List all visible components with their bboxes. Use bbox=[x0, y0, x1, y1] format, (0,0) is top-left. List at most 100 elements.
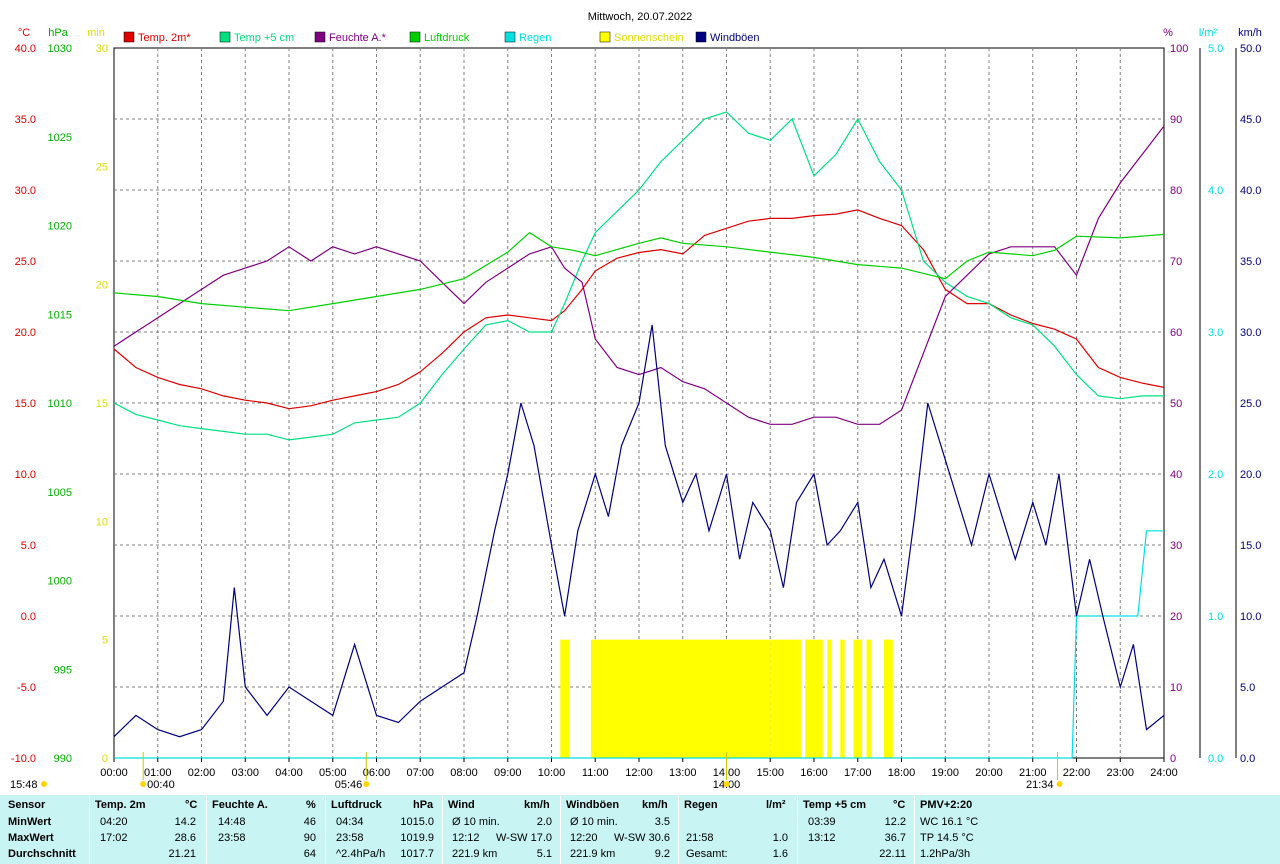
tick-label-rain: 2.0 bbox=[1208, 469, 1223, 481]
summary-cell-t5-val: 22.11 bbox=[879, 848, 906, 860]
legend-label: Windböen bbox=[710, 32, 760, 44]
marker-dot-sunrise bbox=[363, 781, 370, 787]
summary-cell-hum-time: 14:48 bbox=[218, 816, 246, 828]
hdr-wind: Wind bbox=[448, 799, 475, 811]
hdr-temp: Temp. 2m bbox=[95, 799, 146, 811]
tick-label-wind: 45.0 bbox=[1240, 114, 1261, 126]
summary-cell-gust-val: 3.5 bbox=[654, 816, 670, 828]
x-tick-label: 20:00 bbox=[975, 767, 1003, 779]
chart-legend: Temp. 2m* Temp +5 cm Feuchte A.* Luftdruck R… bbox=[123, 31, 760, 44]
tick-label-sun: 15 bbox=[96, 398, 108, 410]
hdr-pmv: PMV+2:20 bbox=[920, 799, 973, 811]
tick-label-pressure: 1015 bbox=[48, 309, 72, 321]
series-lines bbox=[113, 111, 1165, 759]
sunshine-block bbox=[884, 639, 893, 758]
summary-cell-wind-val: 2.0 bbox=[536, 816, 552, 828]
tick-label-humidity: 40 bbox=[1170, 469, 1182, 481]
x-tick-label: 18:00 bbox=[888, 767, 916, 779]
summary-cell-gust-b: W-SW bbox=[614, 832, 646, 844]
series-line bbox=[113, 111, 1164, 441]
tick-label-wind: 5.0 bbox=[1240, 682, 1255, 694]
summary-cell-wind-val: 17.0 bbox=[530, 832, 552, 844]
summary-cell-gust-val: 30.6 bbox=[648, 832, 670, 844]
tick-label-pressure: 1000 bbox=[48, 576, 72, 588]
hdr-gust-unit: km/h bbox=[642, 799, 668, 811]
legend-label: Luftdruck bbox=[424, 32, 470, 44]
summary-cell-press-val: 1019.9 bbox=[400, 832, 434, 844]
tick-label-rain: 4.0 bbox=[1208, 185, 1223, 197]
marker-sunset: 21:34 bbox=[1026, 779, 1054, 791]
x-tick-label: 03:00 bbox=[231, 767, 259, 779]
sunshine-block bbox=[866, 639, 871, 758]
legend-label: Feuchte A.* bbox=[329, 32, 387, 44]
tick-label-humidity: 20 bbox=[1170, 611, 1182, 623]
axis-unit-sun: min bbox=[87, 27, 105, 39]
x-tick-label: 22:00 bbox=[1063, 767, 1091, 779]
summary-cell-t5-val: 12.2 bbox=[884, 816, 906, 828]
summary-cell-temp-val: 14.2 bbox=[174, 816, 196, 828]
tick-label-humidity: 70 bbox=[1170, 256, 1182, 268]
hdr-rain: Regen bbox=[684, 799, 718, 811]
tick-label-pressure: 990 bbox=[54, 753, 72, 765]
summary-row: Durchschnitt 21.21 64 ^2.4hPa/h 1017.7 221.9 … bbox=[0, 846, 1280, 862]
marker-dot-moonset bbox=[41, 781, 47, 787]
chart-axes: 40.0 35.0 30.0 25.0 20.0 15.0 10.0 5.0 0.0 -5.0 -1… bbox=[10, 27, 1262, 791]
summary-cell-hum-val: 64 bbox=[303, 848, 316, 860]
hdr-sensor: Sensor bbox=[8, 799, 46, 811]
tick-label-sun: 5 bbox=[102, 635, 108, 647]
axis-unit-humidity: % bbox=[1163, 27, 1173, 39]
axis-unit-pressure: hPa bbox=[48, 27, 68, 39]
tick-label-humidity: 60 bbox=[1170, 327, 1182, 339]
legend-swatch bbox=[409, 31, 421, 43]
sunshine-block bbox=[770, 639, 801, 758]
summary-cell-pmv: WC 16.1 °C bbox=[920, 816, 979, 828]
sunshine-block bbox=[590, 639, 600, 758]
x-tick-label: 23:00 bbox=[1106, 767, 1134, 779]
tick-label-wind: 35.0 bbox=[1240, 256, 1261, 268]
tick-label-temp: 5.0 bbox=[21, 540, 36, 552]
tick-label-humidity: 30 bbox=[1170, 540, 1182, 552]
x-tick-label: 04:00 bbox=[275, 767, 303, 779]
tick-label-pressure: 995 bbox=[54, 664, 72, 676]
marker-dot-moonrise bbox=[140, 781, 147, 787]
series-line bbox=[113, 209, 1165, 410]
sunshine-block bbox=[805, 639, 823, 758]
x-tick-label: 10:00 bbox=[538, 767, 566, 779]
series-line bbox=[113, 324, 1165, 738]
summary-cell-t5-val: 36.7 bbox=[884, 832, 906, 844]
tick-label-temp: 10.0 bbox=[15, 469, 36, 481]
tick-label-rain: 5.0 bbox=[1208, 43, 1223, 55]
hdr-t5: Temp +5 cm bbox=[803, 799, 867, 811]
summary-cell-rain-a: 21:58 bbox=[686, 832, 714, 844]
x-tick-label: 11:00 bbox=[582, 767, 609, 779]
sunshine-block bbox=[765, 639, 771, 758]
summary-cell-pmv: TP 14.5 °C bbox=[920, 832, 974, 844]
sunshine-block bbox=[853, 639, 863, 758]
tick-label-rain: 3.0 bbox=[1208, 327, 1223, 339]
summary-cell-hum-val: 46 bbox=[303, 816, 316, 828]
x-tick-label: 16:00 bbox=[800, 767, 828, 779]
x-tick-label: 00:00 bbox=[100, 767, 128, 779]
legend-swatch bbox=[695, 31, 707, 43]
summary-cell-press-time: 04:34 bbox=[336, 816, 364, 828]
summary-cell-rain-val: 1.6 bbox=[772, 848, 788, 860]
tick-label-temp: -5.0 bbox=[17, 682, 36, 694]
x-tick-label: 21:00 bbox=[1019, 767, 1047, 779]
x-tick-label: 09:00 bbox=[494, 767, 522, 779]
legend-label: Temp. 2m* bbox=[138, 32, 191, 44]
hdr-t5-unit: °C bbox=[893, 799, 906, 811]
x-tick-label: 02:00 bbox=[188, 767, 216, 779]
tick-label-wind: 50.0 bbox=[1240, 43, 1261, 55]
legend-swatch bbox=[599, 31, 611, 43]
tick-label-temp: -10.0 bbox=[11, 753, 36, 765]
x-tick-label: 15:00 bbox=[756, 767, 784, 779]
summary-cell-wind-val: 5.1 bbox=[536, 848, 552, 860]
summary-cell-press-val: 1017.7 bbox=[400, 848, 434, 860]
series-line bbox=[113, 231, 1165, 312]
summary-cell-t5-time: 03:39 bbox=[808, 816, 836, 828]
summary-cell-press-time: ^2.4hPa/h bbox=[336, 848, 386, 860]
hdr-rain-unit: l/m² bbox=[766, 799, 786, 811]
tick-label-wind: 25.0 bbox=[1240, 398, 1261, 410]
tick-label-rain: 1.0 bbox=[1208, 611, 1223, 623]
tick-label-humidity: 80 bbox=[1170, 185, 1182, 197]
